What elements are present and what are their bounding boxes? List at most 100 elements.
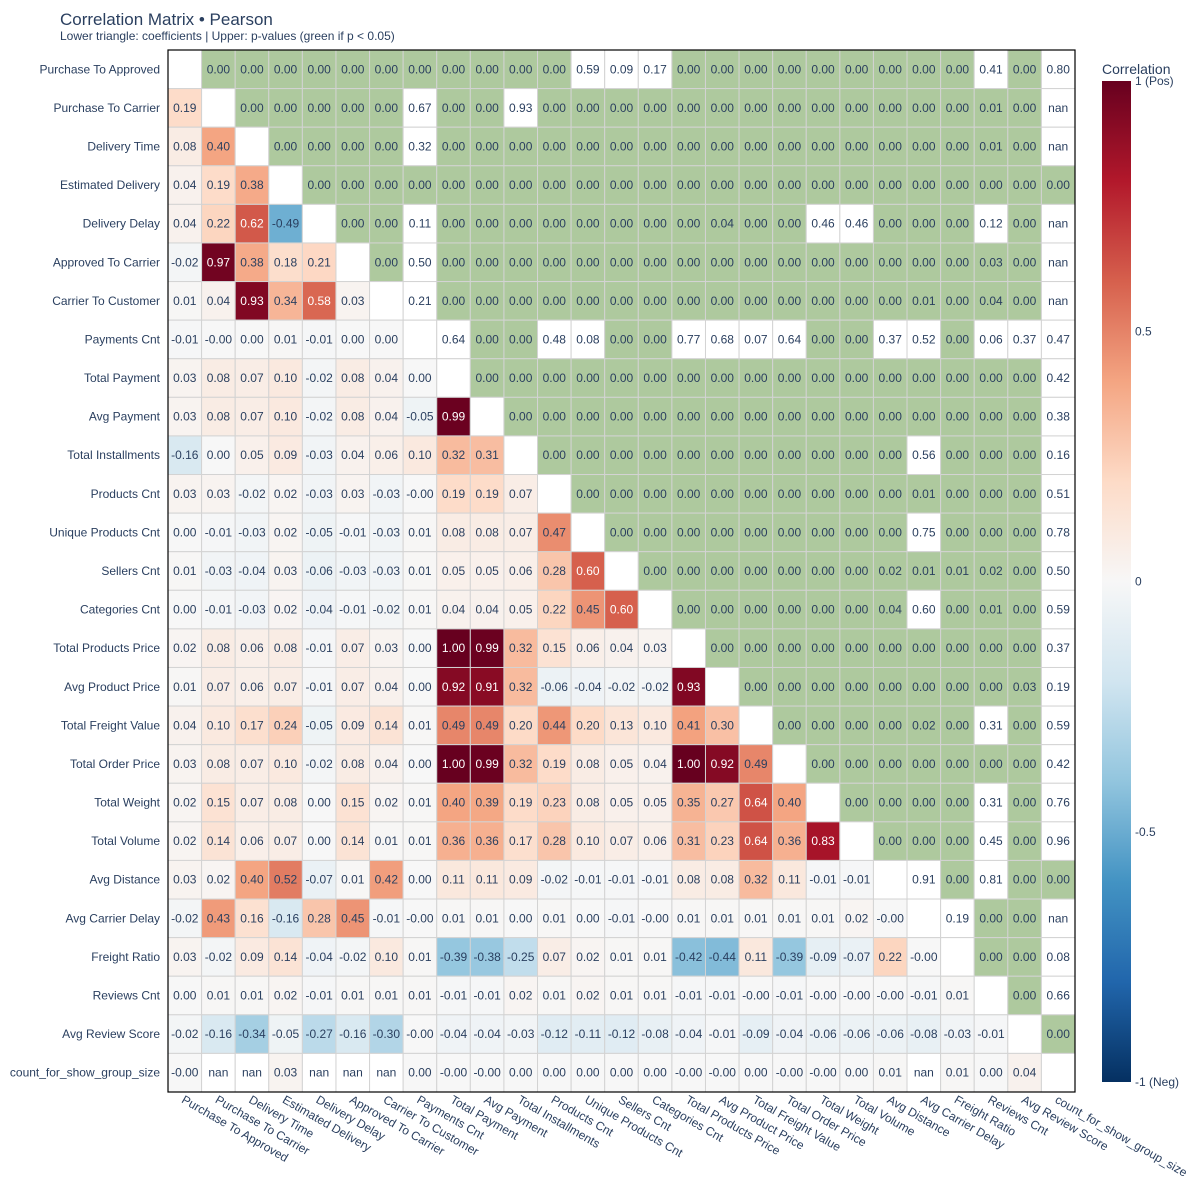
pvalue-cell (637, 551, 673, 591)
cell-label: 0.04 (879, 603, 903, 617)
cell-label: 0.00 (811, 487, 835, 501)
cell-label: 0.04 (173, 178, 197, 192)
pvalue-cell (1007, 705, 1042, 746)
cell-label: 0.09 (610, 62, 634, 76)
cell-label: 0.00 (475, 178, 499, 192)
cell-label: 0.01 (173, 680, 197, 694)
cell-label: 0.00 (912, 178, 936, 192)
coefficient-cell (671, 782, 706, 823)
cell-label: 0.00 (1013, 950, 1037, 964)
row-label: Freight Ratio (91, 950, 160, 964)
diagonal-cell (738, 705, 774, 746)
row-label: Total Volume (91, 834, 160, 848)
pvalue-cell (704, 396, 740, 437)
pvalue-cell (738, 281, 774, 321)
cell-label: 0.00 (845, 178, 869, 192)
cell-label: 0.00 (879, 448, 903, 462)
cell-label: 0.00 (307, 834, 331, 848)
coefficient-cell (839, 1052, 874, 1093)
coefficient-cell (167, 435, 203, 476)
coefficient-cell (234, 551, 270, 591)
cell-label: 0.07 (207, 680, 231, 694)
cell-label: -0.02 (171, 1027, 199, 1041)
row-label: Estimated Delivery (60, 178, 160, 192)
cell-label: 0.18 (274, 255, 298, 269)
cell-label: 0.00 (946, 62, 970, 76)
cell-label: 0.00 (711, 371, 735, 385)
coefficient-cell (671, 1052, 706, 1093)
pvalue-cell (436, 49, 471, 90)
cell-label: -0.04 (305, 950, 333, 964)
cell-label: 0.00 (845, 371, 869, 385)
cell-label: 0.37 (1047, 641, 1071, 655)
pvalue-cell (268, 126, 303, 167)
cell-label: 0.00 (946, 255, 970, 269)
pvalue-cell (268, 88, 303, 128)
coefficient-cell (234, 435, 270, 476)
cell-label: 0.00 (946, 873, 970, 887)
cell-label: 0.00 (744, 680, 768, 694)
cell-label: 0.28 (307, 911, 331, 925)
pvalue-cell (704, 88, 740, 128)
pvalue-cell (973, 203, 1009, 244)
pvalue-cell (973, 782, 1009, 823)
coefficient-cell (704, 898, 740, 939)
pvalue-cell (570, 242, 606, 283)
pvalue-cell (872, 126, 908, 167)
cell-label: 0.00 (845, 757, 869, 771)
cell-label: 0.00 (912, 139, 936, 153)
coefficient-cell (335, 435, 371, 476)
cell-label: 0.00 (576, 294, 600, 308)
pvalue-cell (436, 242, 471, 283)
coefficient-cell (570, 975, 606, 1016)
cell-label: 0.00 (879, 294, 903, 308)
row-label: Categories Cnt (80, 603, 161, 617)
cell-label: -0.02 (339, 950, 367, 964)
cell-label: 0.07 (509, 525, 533, 539)
cell-label: 0.02 (979, 564, 1003, 578)
coefficient-cell (436, 551, 471, 591)
cell-label: 0.00 (543, 101, 567, 115)
pvalue-cell (637, 474, 673, 514)
cell-label: 0.59 (576, 62, 600, 76)
cell-label: 0.11 (442, 873, 465, 887)
pvalue-cell (1040, 126, 1076, 167)
cell-label: -0.34 (238, 1027, 266, 1041)
cell-label: 0.68 (711, 332, 735, 346)
pvalue-cell (234, 88, 270, 128)
pvalue-cell (1007, 126, 1042, 167)
coefficient-cell (268, 242, 303, 283)
cell-label: 0.07 (240, 757, 264, 771)
cell-label: 0.00 (946, 178, 970, 192)
cell-label: 0.00 (1047, 1027, 1071, 1041)
cell-label: 0.12 (979, 217, 1003, 231)
row-label: Products Cnt (91, 487, 161, 501)
row-label: Purchase To Carrier (54, 101, 161, 115)
cell-label: 0.00 (778, 603, 802, 617)
pvalue-cell (704, 628, 740, 668)
cell-label: 0.00 (778, 62, 802, 76)
pvalue-cell (1007, 898, 1042, 939)
cell-label: 0.00 (1013, 101, 1037, 115)
cell-label: 0.01 (912, 487, 936, 501)
cell-label: 0.13 (610, 718, 634, 732)
cell-label: 0.04 (207, 294, 231, 308)
pvalue-cell (805, 705, 841, 746)
pvalue-cell (839, 126, 874, 167)
cell-label: 0.00 (643, 564, 667, 578)
cell-label: 0.08 (711, 873, 735, 887)
cell-label: 0.00 (677, 371, 701, 385)
cell-label: 0.32 (509, 641, 533, 655)
cell-label: 0.15 (341, 796, 365, 810)
cell-label: 0.00 (811, 332, 835, 346)
cell-label: 0.04 (173, 217, 197, 231)
coefficient-cell (503, 551, 539, 591)
cell-label: 0.00 (711, 410, 735, 424)
pvalue-cell (973, 319, 1009, 360)
pvalue-cell (469, 358, 505, 398)
coefficient-cell (402, 898, 438, 939)
pvalue-cell (839, 666, 874, 707)
cell-label: 0.00 (811, 294, 835, 308)
coefficient-cell (604, 1014, 639, 1054)
cell-label: 0.00 (845, 332, 869, 346)
